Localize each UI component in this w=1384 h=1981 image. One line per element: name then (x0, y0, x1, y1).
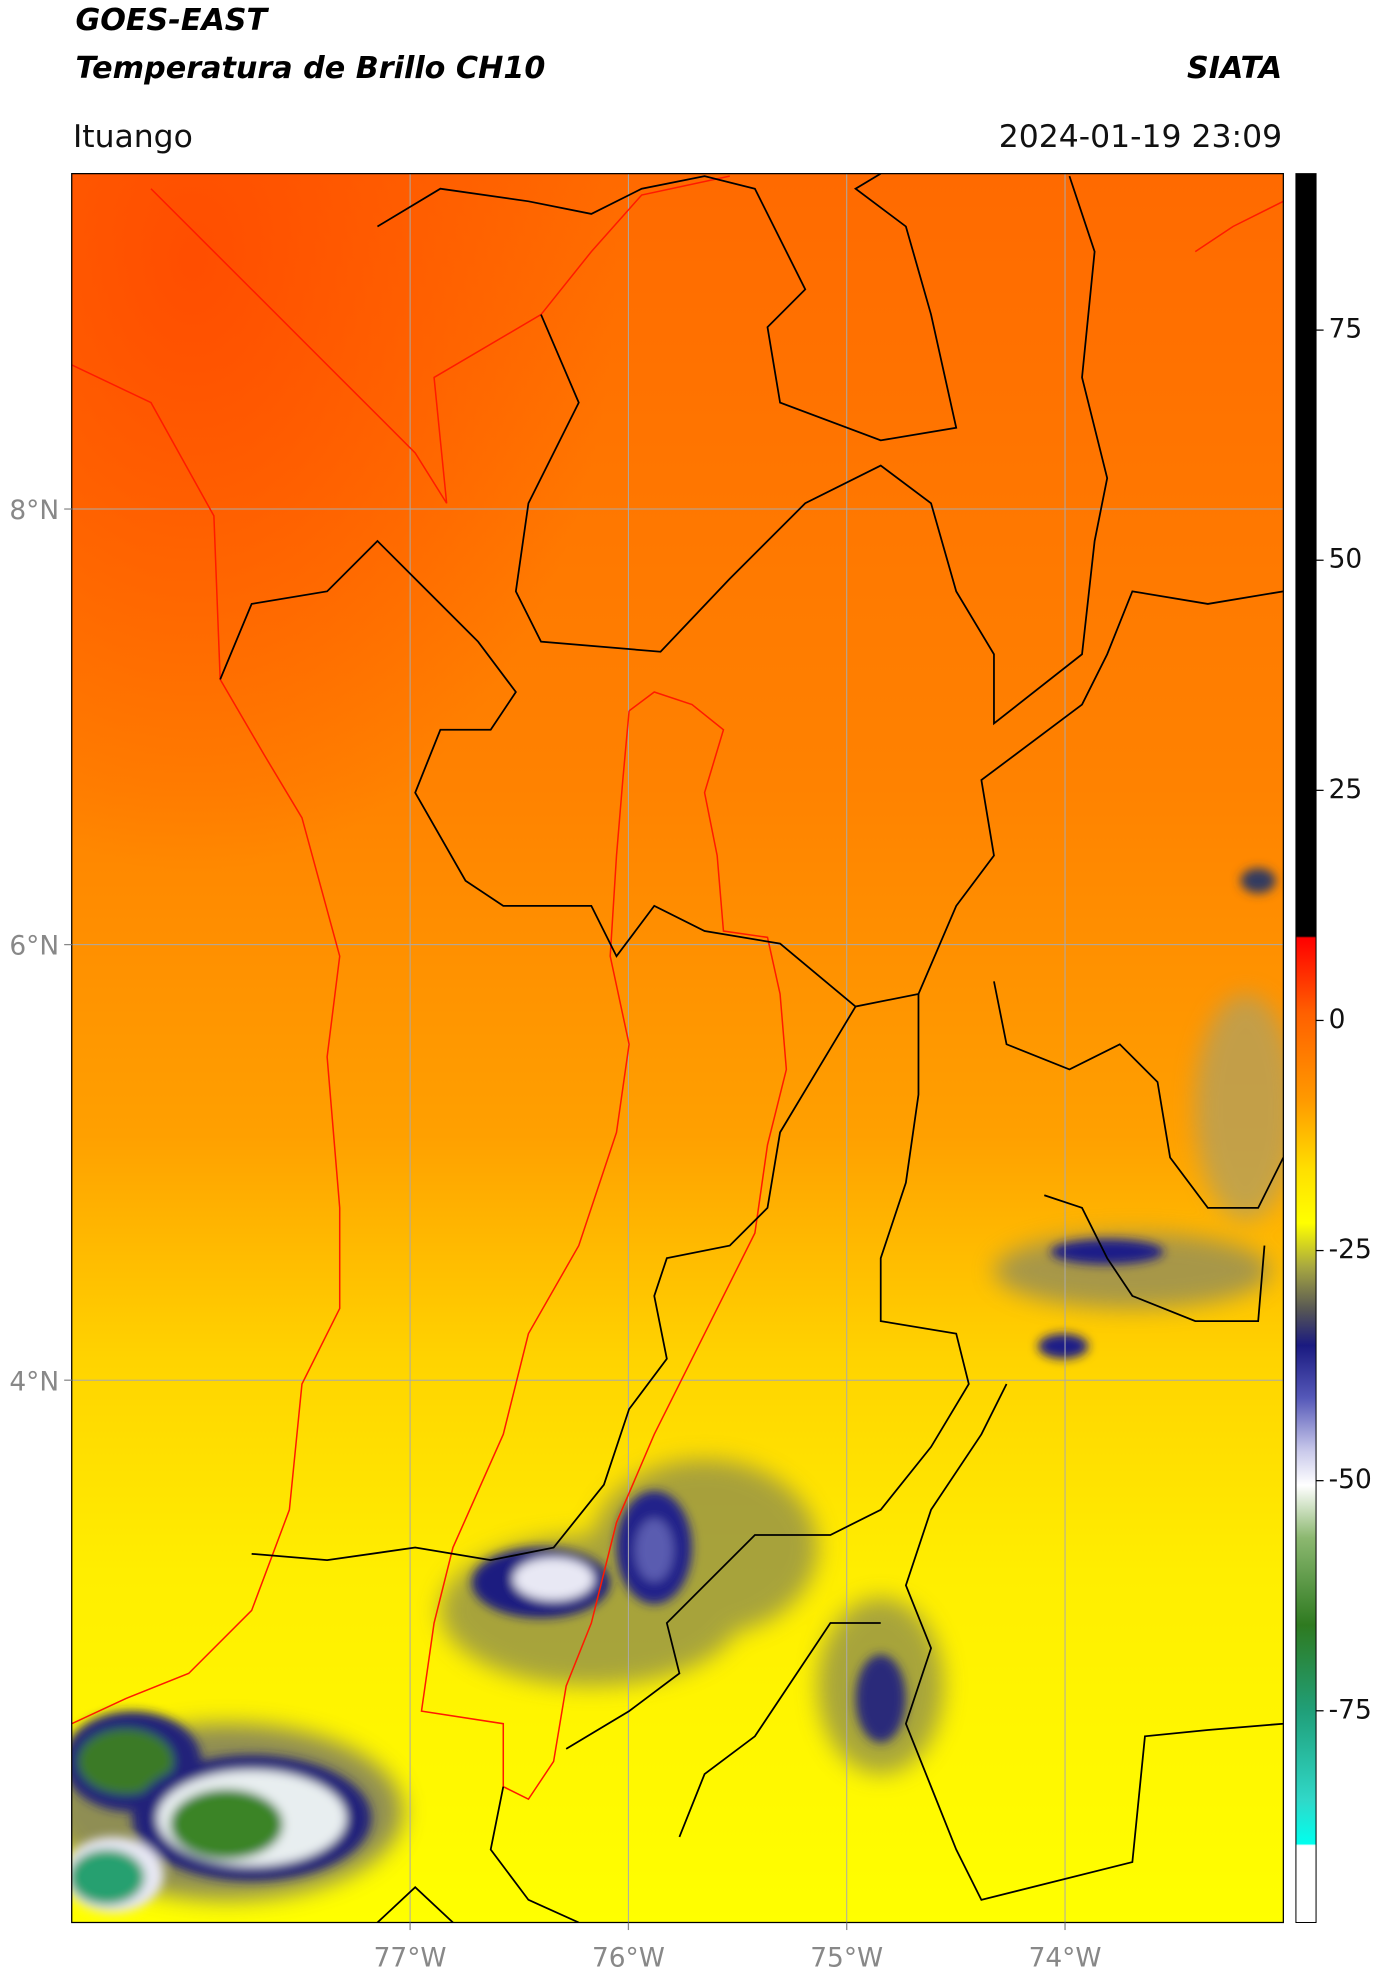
colorbar-label: -25 (1329, 1234, 1372, 1265)
x-tick-label: 75°W (810, 1943, 883, 1974)
colorbar-label: 0 (1329, 1004, 1346, 1035)
colorbar-label: -50 (1329, 1464, 1372, 1495)
y-tick-label: 6°N (9, 931, 59, 962)
datetime: 2024-01-19 23:09 (999, 119, 1282, 155)
map-image (71, 173, 1284, 1923)
colorbar-label: -75 (1329, 1694, 1372, 1725)
map-frame (71, 172, 1284, 1924)
x-tick-label: 76°W (592, 1943, 665, 1974)
x-tick-label: 74°W (1029, 1943, 1102, 1974)
colorbar-label: 25 (1329, 774, 1363, 805)
colorbar (1295, 173, 1317, 1923)
y-tick-label: 4°N (9, 1366, 59, 1397)
title: GOES-EAST (75, 3, 269, 38)
grid (71, 173, 1284, 1923)
y-tick-label: 8°N (9, 495, 59, 526)
colorbar-label: 75 (1329, 314, 1363, 345)
location: Ituango (73, 119, 193, 155)
colorbar-label: 50 (1329, 544, 1363, 575)
x-tick-label: 77°W (374, 1943, 447, 1974)
subtitle: Temperatura de Brillo CH10 (75, 51, 545, 86)
source: SIATA (1187, 51, 1282, 86)
